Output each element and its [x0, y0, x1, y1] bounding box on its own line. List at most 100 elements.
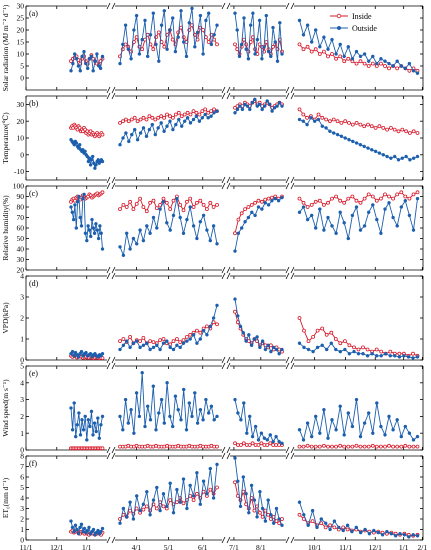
data-point-outside: [89, 158, 94, 162]
data-point-outside: [411, 438, 416, 442]
y-tick-label: 3: [20, 504, 24, 513]
data-point-outside: [74, 226, 79, 230]
data-point-outside: [338, 349, 343, 354]
axis-break-mark: [111, 272, 116, 280]
data-point-outside: [301, 33, 306, 37]
data-point-inside: [332, 525, 337, 530]
y-tick-label: 3: [20, 395, 24, 404]
data-point-outside: [95, 52, 99, 56]
data-point-outside: [391, 215, 395, 220]
data-point-inside: [274, 519, 279, 523]
data-point-outside: [267, 102, 272, 107]
x-tick-label: 2/1: [418, 543, 428, 550]
axis-break-mark: [285, 92, 290, 100]
data-point-inside: [338, 443, 343, 448]
data-point-inside: [256, 198, 261, 203]
data-point-outside: [350, 424, 355, 429]
data-point-outside: [91, 69, 95, 73]
data-point-outside: [256, 438, 261, 442]
data-point-outside: [403, 66, 408, 71]
data-point-outside: [190, 414, 194, 419]
panel-letter: (b): [29, 99, 39, 108]
data-point-outside: [70, 525, 75, 530]
data-point-outside: [269, 513, 273, 517]
data-point-outside: [138, 508, 142, 513]
data-point-outside: [87, 525, 91, 530]
data-point-outside: [187, 21, 192, 25]
data-point-inside: [327, 119, 332, 124]
data-point-inside: [320, 326, 325, 331]
data-point-outside: [270, 109, 274, 113]
data-point-outside: [387, 61, 391, 66]
data-point-outside: [274, 506, 279, 511]
data-point-inside: [126, 119, 131, 124]
data-point-outside: [247, 414, 252, 419]
data-point-outside: [201, 418, 205, 422]
data-point-outside: [407, 61, 412, 66]
y-axis-label: Wind speed(m s⁻¹): [1, 379, 10, 437]
data-point-outside: [70, 428, 75, 432]
data-point-outside: [81, 196, 85, 201]
data-point-outside: [173, 394, 178, 398]
data-point-outside: [170, 16, 175, 20]
data-point-outside: [309, 116, 313, 120]
data-point-outside: [255, 37, 260, 42]
y-tick-label: 7: [20, 462, 24, 471]
data-point-outside: [375, 61, 379, 66]
data-point-outside: [81, 529, 85, 534]
data-point-outside: [198, 407, 203, 412]
data-point-outside: [171, 213, 176, 218]
data-point-outside: [181, 40, 186, 44]
data-point-outside: [188, 121, 193, 125]
data-point-outside: [277, 517, 281, 521]
y-tick-label: 25: [17, 14, 25, 23]
data-point-outside: [362, 144, 366, 149]
data-point-outside: [328, 527, 332, 532]
data-point-outside: [305, 122, 309, 127]
data-point-inside: [162, 115, 167, 120]
data-point-outside: [162, 9, 167, 13]
data-point-inside: [168, 207, 173, 212]
y-tick-label: 30: [17, 100, 25, 109]
data-point-outside: [233, 397, 237, 402]
axis-break-mark: [106, 182, 111, 190]
data-point-inside: [241, 441, 246, 446]
data-point-outside: [266, 498, 270, 502]
data-point-outside: [187, 401, 192, 405]
data-point-inside: [161, 504, 166, 509]
axis-break-mark: [285, 2, 290, 10]
data-point-outside: [335, 132, 340, 137]
axis-break-mark: [221, 2, 226, 10]
data-point-outside: [194, 114, 199, 118]
data-point-outside: [250, 434, 255, 439]
data-point-outside: [73, 523, 78, 528]
data-point-outside: [145, 489, 149, 494]
data-point-outside: [361, 351, 365, 356]
data-point-inside: [257, 510, 262, 515]
data-point-outside: [211, 224, 216, 228]
data-point-outside: [362, 52, 367, 56]
data-point-outside: [238, 504, 243, 509]
data-point-outside: [277, 351, 281, 356]
data-point-outside: [309, 213, 314, 218]
data-point-outside: [158, 347, 162, 352]
data-point-outside: [185, 339, 189, 343]
data-point-outside: [354, 205, 359, 209]
data-point-outside: [94, 429, 98, 434]
data-point-outside: [277, 100, 282, 105]
data-point-outside: [243, 102, 247, 107]
data-point-outside: [350, 57, 355, 61]
data-point-outside: [190, 6, 194, 11]
data-point-inside: [383, 192, 387, 197]
data-point-outside: [236, 411, 240, 415]
data-point-outside: [297, 18, 302, 23]
data-point-outside: [301, 119, 306, 123]
data-point-outside: [165, 47, 169, 51]
data-point-outside: [397, 355, 402, 359]
data-point-outside: [269, 54, 273, 59]
series-line-inside: [299, 191, 418, 208]
axis-break-mark: [111, 182, 116, 190]
data-point-outside: [188, 205, 192, 209]
data-point-outside: [366, 146, 370, 150]
data-point-inside: [131, 207, 136, 212]
